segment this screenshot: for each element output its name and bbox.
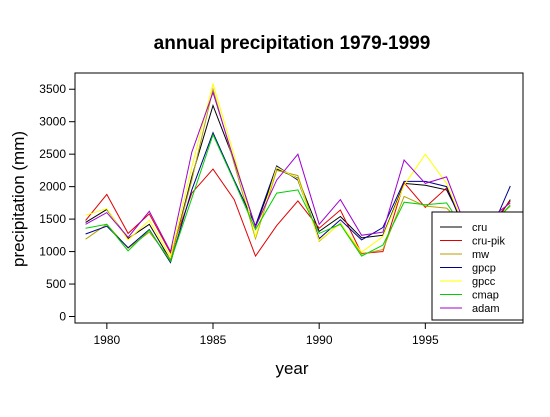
legend-label-cru: cru [472,222,487,234]
series-line-cru [85,103,511,262]
legend-box [431,211,524,321]
legend-label-adam: adam [472,303,500,315]
chart-title: annual precipitation 1979-1999 [154,33,431,54]
x-tick-label: 1990 [306,333,333,347]
x-tick-label: 1980 [93,333,120,347]
legend-label-cru-pik: cru-pik [472,236,506,248]
x-axis-label: year [275,359,308,378]
series-layer [85,82,511,264]
y-axis: 0 500 1000 1500 2000 2500 3000 3500 [39,82,75,324]
series-line-cru-pik [85,168,511,258]
series-line-adam [85,90,511,254]
series-line-cmap [85,133,511,263]
legend-label-cmap: cmap [472,290,499,302]
legend-label-gpcp: gpcp [472,263,496,275]
plot-frame [74,72,524,324]
legend-label-gpcc: gpcc [472,276,496,288]
y-tick-label: 1500 [39,212,66,226]
y-tick-label: 0 [59,310,66,324]
y-axis-label: precipitation (mm) [9,131,28,267]
x-axis: 1980 1985 1990 1995 [93,323,439,347]
y-tick-label: 2500 [39,147,66,161]
series-line-gpcc [85,82,511,259]
y-tick-label: 500 [46,277,66,291]
y-tick-label: 2000 [39,180,66,194]
x-tick-label: 1995 [412,333,439,347]
legend-label-mw: mw [472,249,489,261]
y-tick-label: 3500 [39,82,66,96]
y-tick-label: 3000 [39,115,66,129]
x-tick-label: 1985 [200,333,227,347]
y-tick-label: 1000 [39,245,66,259]
